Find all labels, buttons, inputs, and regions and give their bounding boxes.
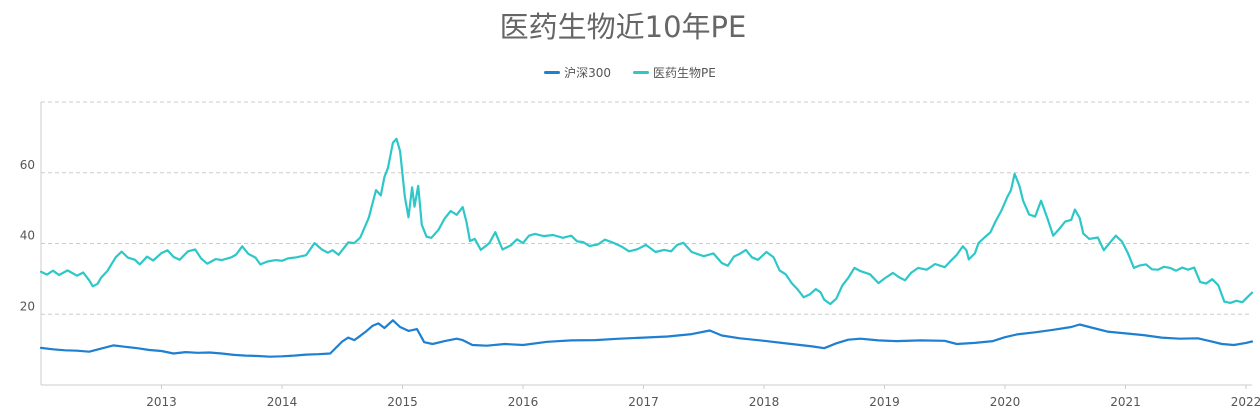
- legend-label-hs300: 沪深300: [564, 66, 612, 80]
- x-tick-label: 2015: [387, 395, 418, 409]
- x-tick-label: 2021: [1110, 395, 1141, 409]
- x-tick-label: 2016: [508, 395, 539, 409]
- x-tick-label: 2017: [628, 395, 659, 409]
- legend-label-pharma-pe: 医药生物PE: [653, 66, 716, 80]
- x-tick-label: 2013: [146, 395, 177, 409]
- series-lines: [39, 137, 1254, 358]
- legend-item-pharma-pe[interactable]: 医药生物PE: [633, 64, 716, 81]
- x-tick-label: 2018: [749, 395, 780, 409]
- gridlines: [41, 101, 1252, 315]
- x-tick-label: 2020: [990, 395, 1021, 409]
- chart-title: 医药生物近10年PE: [499, 10, 747, 44]
- x-tick-labels: 2013 2014 2015 2016 2017 2018 2019 2020 2021 2022: [146, 395, 1260, 409]
- series-line-pharma-pe: [39, 137, 1254, 306]
- legend: 沪深300 医药生物PE: [0, 64, 1260, 81]
- legend-swatch-hs300: [544, 71, 561, 74]
- legend-swatch-pharma-pe: [633, 71, 650, 74]
- x-tick-label: 2019: [869, 395, 900, 409]
- y-tick-label: 40: [20, 229, 35, 243]
- legend-item-hs300[interactable]: 沪深300: [544, 64, 611, 81]
- series-line-hs300: [39, 319, 1254, 358]
- y-tick-label: 60: [20, 158, 35, 172]
- y-tick-labels: 20 40 60: [20, 158, 35, 314]
- axes: [40, 102, 1252, 389]
- x-tick-label: 2014: [267, 395, 298, 409]
- x-tick-label: 2022: [1231, 395, 1260, 409]
- y-tick-label: 20: [20, 299, 35, 313]
